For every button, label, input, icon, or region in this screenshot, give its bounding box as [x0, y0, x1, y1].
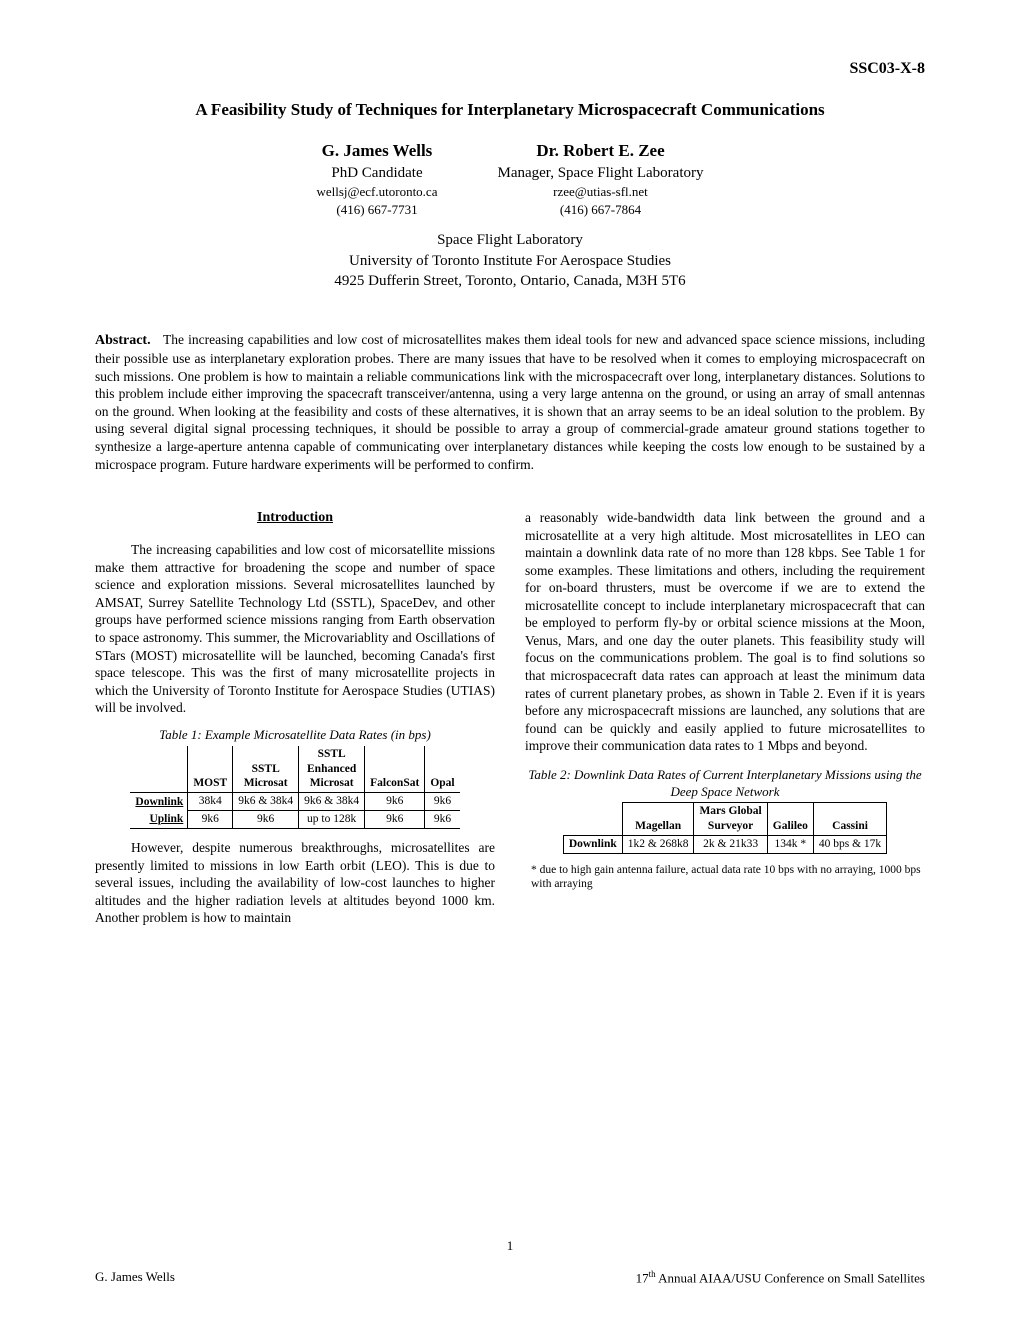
- abstract-label: Abstract.: [95, 333, 151, 348]
- table-cell: 2k & 21k33: [694, 836, 767, 854]
- table-cell: 38k4: [188, 793, 233, 811]
- page: SSC03-X-8 A Feasibility Study of Techniq…: [0, 0, 1020, 1320]
- table-cell: 1k2 & 268k8: [622, 836, 694, 854]
- author-name: G. James Wells: [316, 140, 437, 163]
- table-cell: 9k6: [188, 811, 233, 829]
- table1: MOST SSTLMicrosat SSTLEnhancedMicrosat F…: [130, 746, 459, 830]
- paragraph: a reasonably wide-bandwidth data link be…: [525, 509, 925, 755]
- table1-col-sstl-enh: SSTLEnhancedMicrosat: [299, 746, 365, 793]
- table1-col-opal: Opal: [425, 746, 460, 793]
- table2-col-cassini: Cassini: [813, 803, 886, 836]
- table-cell: 40 bps & 17k: [813, 836, 886, 854]
- table1-col-falconsat: FalconSat: [365, 746, 425, 793]
- author-phone: (416) 667-7864: [497, 201, 703, 219]
- author-phone: (416) 667-7731: [316, 201, 437, 219]
- abstract: Abstract. The increasing capabilities an…: [95, 331, 925, 473]
- two-column-body: Introduction The increasing capabilities…: [95, 509, 925, 937]
- table2-row-downlink: Downlink: [563, 836, 622, 854]
- author-email: wellsj@ecf.utoronto.ca: [316, 183, 437, 201]
- table1-col-most: MOST: [188, 746, 233, 793]
- table2-col-magellan: Magellan: [622, 803, 694, 836]
- footer-right: 17th Annual AIAA/USU Conference on Small…: [636, 1269, 925, 1286]
- author-title: Manager, Space Flight Laboratory: [497, 163, 703, 183]
- footer: G. James Wells 17th Annual AIAA/USU Conf…: [95, 1269, 925, 1286]
- table-cell: 9k6 & 38k4: [299, 793, 365, 811]
- author-block-2: Dr. Robert E. Zee Manager, Space Flight …: [497, 140, 703, 218]
- table2-col-galileo: Galileo: [767, 803, 813, 836]
- footer-left: G. James Wells: [95, 1269, 175, 1286]
- left-column: Introduction The increasing capabilities…: [95, 509, 495, 937]
- table-cell: 9k6: [425, 811, 460, 829]
- affiliation-line: Space Flight Laboratory: [95, 230, 925, 250]
- affiliation: Space Flight Laboratory University of To…: [95, 230, 925, 291]
- table-cell: up to 128k: [299, 811, 365, 829]
- paragraph: The increasing capabilities and low cost…: [95, 541, 495, 716]
- paragraph: However, despite numerous breakthroughs,…: [95, 839, 495, 927]
- right-column: a reasonably wide-bandwidth data link be…: [525, 509, 925, 937]
- paper-id: SSC03-X-8: [95, 60, 925, 78]
- authors-row: G. James Wells PhD Candidate wellsj@ecf.…: [95, 140, 925, 218]
- section-heading-introduction: Introduction: [95, 509, 495, 527]
- author-block-1: G. James Wells PhD Candidate wellsj@ecf.…: [316, 140, 437, 218]
- table1-caption: Table 1: Example Microsatellite Data Rat…: [95, 727, 495, 744]
- table1-row-uplink: Uplink: [130, 811, 187, 829]
- affiliation-line: 4925 Dufferin Street, Toronto, Ontario, …: [95, 271, 925, 291]
- table-cell: 9k6 & 38k4: [233, 793, 299, 811]
- table2-caption: Table 2: Downlink Data Rates of Current …: [525, 767, 925, 801]
- table1-row-downlink: Downlink: [130, 793, 187, 811]
- table2-footnote: * due to high gain antenna failure, actu…: [531, 864, 925, 892]
- author-title: PhD Candidate: [316, 163, 437, 183]
- table-cell: 134k *: [767, 836, 813, 854]
- table-cell: 9k6: [425, 793, 460, 811]
- affiliation-line: University of Toronto Institute For Aero…: [95, 251, 925, 271]
- table1-col-sstl: SSTLMicrosat: [233, 746, 299, 793]
- table2-col-mgs: Mars GlobalSurveyor: [694, 803, 767, 836]
- paper-title: A Feasibility Study of Techniques for In…: [95, 100, 925, 120]
- table-cell: 9k6: [233, 811, 299, 829]
- abstract-text: The increasing capabilities and low cost…: [95, 332, 925, 471]
- table-cell: 9k6: [365, 793, 425, 811]
- table2: Magellan Mars GlobalSurveyor Galileo Cas…: [563, 802, 887, 854]
- page-number: 1: [0, 1238, 1020, 1254]
- author-email: rzee@utias-sfl.net: [497, 183, 703, 201]
- table-cell: 9k6: [365, 811, 425, 829]
- author-name: Dr. Robert E. Zee: [497, 140, 703, 163]
